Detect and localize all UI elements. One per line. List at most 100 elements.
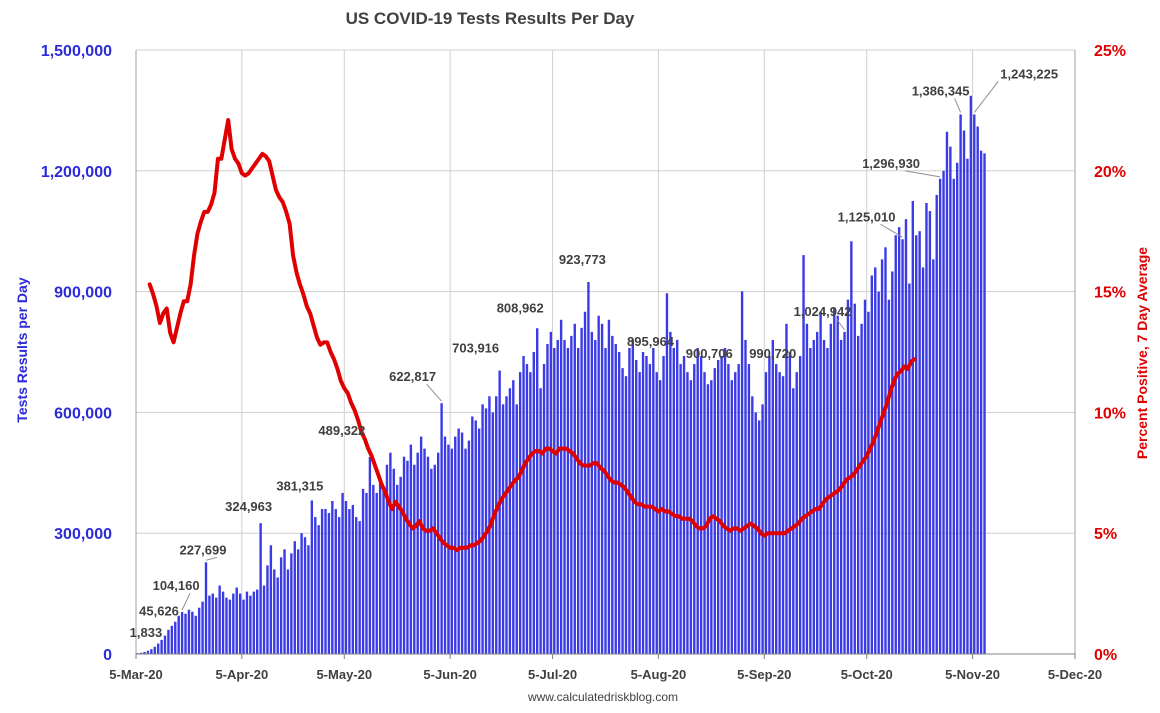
bar [621, 368, 624, 654]
y-tick-label-left: 600,000 [54, 405, 112, 422]
bar [949, 146, 952, 654]
bar [918, 231, 921, 654]
bar [635, 360, 638, 654]
annotation-label: 324,963 [225, 499, 272, 514]
annotation-label: 990,720 [749, 346, 796, 361]
labels: US COVID-19 Tests Results Per Day Tests … [14, 9, 1150, 704]
annotation-label: 1,833 [130, 625, 163, 640]
bar [925, 203, 928, 654]
annotation-leader [905, 170, 941, 178]
bar [566, 347, 570, 654]
y-tick-label-right: 5% [1094, 526, 1117, 543]
bar [648, 364, 652, 654]
x-tick-label: 5-Oct-20 [841, 667, 893, 682]
y-axis-right-label: Percent Positive, 7 Day Average [1134, 247, 1150, 459]
bar [460, 432, 464, 654]
bar [583, 311, 587, 654]
bar [522, 356, 525, 654]
bar [317, 525, 320, 654]
y-tick-label-right: 10% [1094, 405, 1126, 422]
annotation-label: 1,024,942 [794, 304, 852, 319]
bar [928, 211, 932, 654]
bar [454, 436, 457, 654]
bar [187, 609, 191, 654]
bar [303, 537, 307, 654]
x-tick-label: 5-Nov-20 [945, 667, 1000, 682]
bar [546, 343, 549, 654]
bar [662, 356, 665, 654]
bar [495, 396, 498, 654]
bar [406, 460, 409, 654]
bar [355, 517, 358, 654]
bar [191, 611, 194, 654]
bar [262, 585, 266, 654]
bar [310, 500, 314, 654]
bar [518, 372, 522, 654]
bar [812, 339, 815, 654]
source-credit: www.calculatedriskblog.com [527, 690, 678, 704]
bar [703, 372, 706, 654]
bar [716, 360, 720, 654]
bar [867, 311, 870, 654]
bar [836, 315, 839, 654]
bar [378, 480, 382, 654]
bar [440, 403, 443, 654]
annotation-label: 622,817 [389, 369, 436, 384]
bar [358, 521, 361, 654]
bar [833, 307, 836, 654]
bar [911, 201, 914, 654]
bar [856, 335, 860, 654]
annotation-leader [836, 318, 845, 331]
bar [491, 412, 495, 654]
annotation-label: 104,160 [153, 578, 200, 593]
bar [908, 283, 911, 654]
bar [389, 452, 392, 654]
bar [256, 589, 259, 654]
bar [447, 444, 450, 654]
bar [245, 591, 249, 654]
bar [549, 331, 553, 654]
bar [474, 420, 477, 654]
bar [962, 130, 966, 654]
bar [228, 599, 232, 654]
y-axis-left-label: Tests Results per Day [14, 277, 30, 422]
bar [150, 649, 153, 654]
bar [464, 448, 467, 654]
bar [720, 356, 723, 654]
bar [775, 364, 778, 654]
bar [590, 331, 594, 654]
bar [761, 404, 764, 654]
bar [594, 339, 597, 654]
annotation-label: 1,386,345 [912, 83, 970, 98]
bar [600, 323, 604, 654]
bar [904, 219, 908, 654]
bar [897, 227, 901, 655]
bar [628, 347, 631, 654]
bar [611, 335, 614, 654]
bar [160, 639, 163, 654]
bar [501, 404, 505, 654]
bar [180, 612, 184, 654]
bar [754, 412, 757, 654]
bar [385, 464, 389, 654]
x-tick-label: 5-Mar-20 [109, 667, 162, 682]
bar [689, 380, 693, 654]
bar [788, 352, 792, 654]
bar [757, 420, 761, 654]
bar [665, 293, 669, 654]
y-tick-label-right: 25% [1094, 43, 1126, 60]
bar [781, 376, 785, 654]
bar [242, 599, 245, 654]
bar [184, 613, 187, 654]
bar [829, 323, 833, 654]
bar [337, 517, 341, 654]
bar [915, 235, 918, 655]
bar [802, 255, 805, 654]
bar [894, 235, 897, 655]
bar [983, 153, 986, 654]
bar [375, 492, 378, 654]
bar [399, 476, 402, 654]
bar [221, 591, 225, 654]
bar [163, 635, 167, 654]
x-tick-label: 5-Dec-20 [1048, 667, 1102, 682]
